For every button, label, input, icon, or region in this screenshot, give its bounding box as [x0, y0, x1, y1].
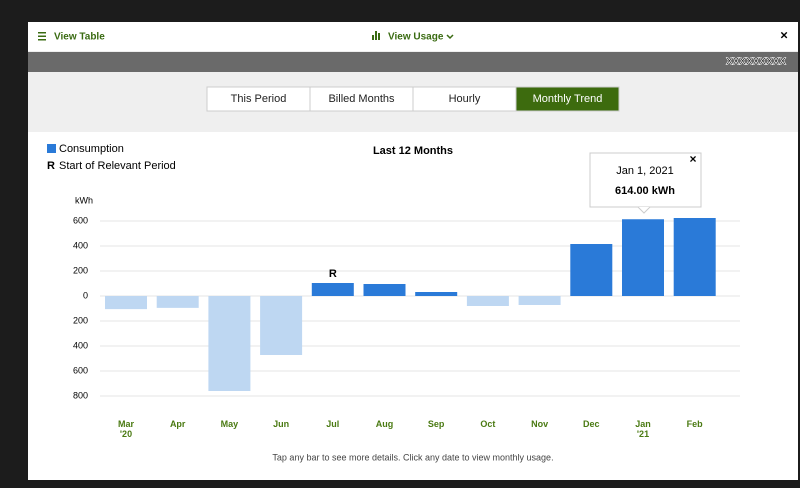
- bar[interactable]: [311, 283, 354, 296]
- y-tick-label: 400: [73, 340, 88, 350]
- x-tick-label[interactable]: May: [204, 419, 254, 429]
- tab[interactable]: [206, 86, 311, 112]
- year: '21: [636, 429, 650, 439]
- bar[interactable]: [673, 218, 716, 296]
- account-number: XXXXXXXXX: [726, 57, 786, 68]
- y-tick-label: 0: [83, 290, 88, 300]
- month: Sep: [427, 419, 445, 429]
- x-tick-label[interactable]: Apr: [153, 419, 203, 429]
- y-tick-label: 800: [73, 390, 88, 400]
- tooltip: [589, 152, 702, 208]
- bar[interactable]: [622, 219, 664, 296]
- tab[interactable]: [412, 86, 517, 112]
- bar[interactable]: [105, 296, 147, 310]
- x-tick-label[interactable]: Jul: [308, 419, 358, 429]
- y-tick-label: 200: [73, 265, 88, 275]
- bar[interactable]: [156, 296, 199, 308]
- x-tick-label[interactable]: Aug: [360, 419, 410, 429]
- bar[interactable]: [518, 296, 561, 305]
- month: Jul: [326, 419, 340, 429]
- tab-label[interactable]: Hourly: [449, 93, 481, 105]
- legend-label: Consumption: [59, 143, 124, 155]
- bar[interactable]: [466, 296, 509, 306]
- view-usage[interactable]: View Usage: [388, 32, 444, 43]
- x-tick-label[interactable]: Nov: [515, 419, 565, 429]
- tab[interactable]: [309, 86, 414, 112]
- month: Apr: [169, 419, 186, 429]
- x-tick-label[interactable]: Mar '20: [101, 419, 151, 439]
- x-tick-label[interactable]: Feb: [670, 419, 720, 429]
- month: Oct: [480, 419, 496, 429]
- month: Jun: [273, 419, 290, 429]
- chart-title: Last 12 Months: [373, 145, 453, 157]
- legend-marker: R: [47, 160, 55, 172]
- x-tick-label[interactable]: Sep: [411, 419, 461, 429]
- y-axis-label: kWh: [75, 195, 93, 205]
- y-tick-label: 600: [73, 365, 88, 375]
- tab-label[interactable]: This Period: [231, 93, 287, 105]
- tooltip-value: 614.00 kWh: [615, 185, 675, 197]
- month: Jan: [635, 419, 651, 429]
- bar[interactable]: [363, 284, 406, 296]
- tab[interactable]: [515, 86, 620, 112]
- x-tick-label[interactable]: Jun: [256, 419, 306, 429]
- bar[interactable]: [415, 292, 458, 296]
- y-tick-label: 400: [73, 240, 88, 250]
- bar[interactable]: [208, 296, 251, 391]
- chart-icon: [372, 31, 380, 40]
- legend-label: Start of Relevant Period: [59, 160, 176, 172]
- y-tick-label: 200: [73, 315, 88, 325]
- bar[interactable]: [570, 244, 613, 296]
- footer-note: Tap any bar to see more details. Click a…: [272, 452, 553, 462]
- chevron: [446, 34, 454, 40]
- view-table[interactable]: View Table: [54, 32, 105, 43]
- tab-label[interactable]: Monthly Trend: [533, 93, 603, 105]
- close-button[interactable]: ×: [780, 27, 788, 42]
- legend-swatch: [47, 144, 56, 153]
- month: Dec: [583, 419, 600, 429]
- tab-label[interactable]: Billed Months: [328, 93, 395, 105]
- y-tick-label: 600: [73, 215, 88, 225]
- account-bar: [28, 52, 798, 72]
- x-tick-label[interactable]: Oct: [463, 419, 513, 429]
- month: Feb: [686, 419, 703, 429]
- period-marker: R: [329, 268, 337, 280]
- list-icon: [38, 32, 46, 41]
- month: Mar: [117, 419, 134, 429]
- x-tick-label[interactable]: Dec: [566, 419, 616, 429]
- tooltip-pointer: [637, 206, 651, 214]
- month: Nov: [531, 419, 549, 429]
- tooltip-close[interactable]: ×: [689, 152, 696, 166]
- month: Aug: [375, 419, 394, 429]
- x-tick-label[interactable]: Jan '21: [618, 419, 668, 439]
- bar[interactable]: [260, 296, 303, 355]
- tooltip-date: Jan 1, 2021: [616, 165, 674, 177]
- year: '20: [119, 429, 133, 439]
- month: May: [220, 419, 239, 429]
